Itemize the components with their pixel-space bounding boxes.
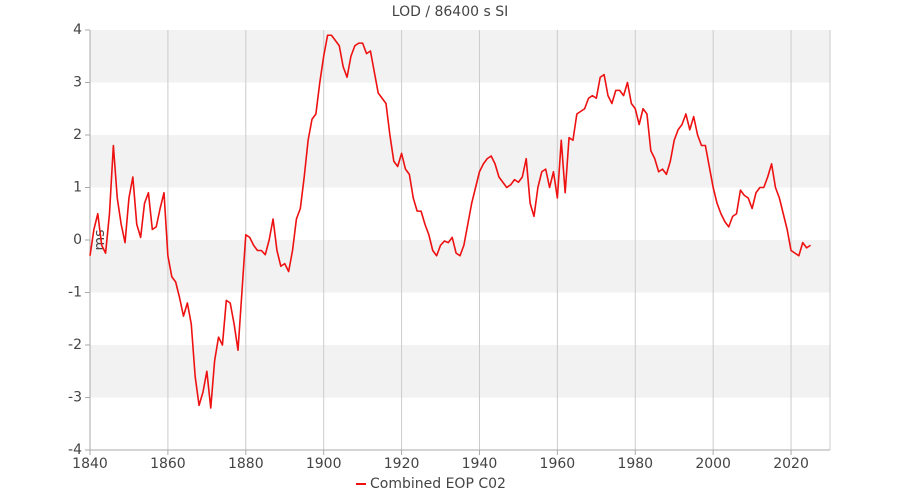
x-tick-label: 2020 <box>773 456 809 472</box>
x-tick-label: 1980 <box>617 456 653 472</box>
y-tick-label: -1 <box>68 285 82 301</box>
x-tick-label: 1940 <box>462 456 498 472</box>
x-tick-label: 1960 <box>540 456 576 472</box>
x-tick-label: 1920 <box>384 456 420 472</box>
grid-band <box>90 30 830 83</box>
legend-label: Combined EOP C02 <box>370 476 506 492</box>
grid-band <box>90 135 830 188</box>
y-tick-label: 1 <box>73 180 82 196</box>
chart-title: LOD / 86400 s SI <box>392 4 508 20</box>
y-tick-label: -2 <box>68 337 82 353</box>
y-tick-label: -3 <box>68 390 82 406</box>
x-tick-label: 1860 <box>150 456 186 472</box>
y-tick-label: 3 <box>73 75 82 91</box>
x-tick-label: 1880 <box>228 456 264 472</box>
y-tick-label: -4 <box>68 442 82 458</box>
y-tick-label: 0 <box>73 232 82 248</box>
grid-band <box>90 240 830 293</box>
data-line <box>89 34 811 409</box>
y-tick-label: 2 <box>73 127 82 143</box>
y-tick-label: 4 <box>73 22 82 38</box>
x-tick-label: 2000 <box>695 456 731 472</box>
y-axis-label: ms <box>92 230 108 251</box>
grid-band <box>90 345 830 398</box>
x-tick-label: 1900 <box>306 456 342 472</box>
x-tick-label: 1840 <box>72 456 108 472</box>
